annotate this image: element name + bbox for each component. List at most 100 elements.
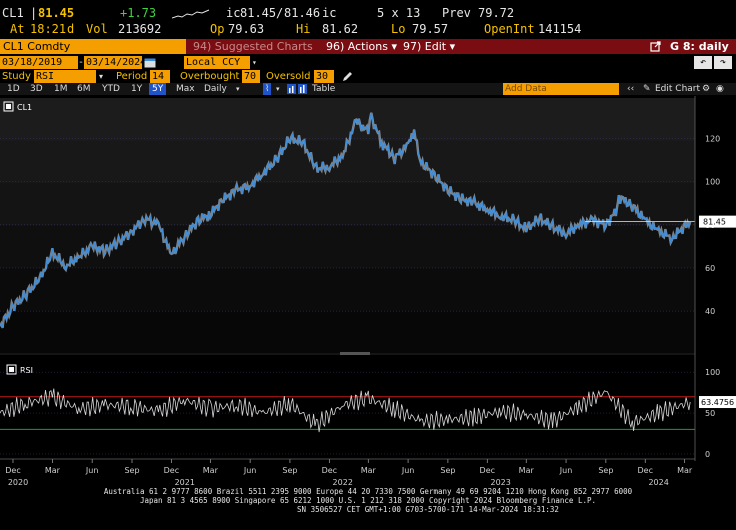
calendar-icon[interactable]	[144, 57, 156, 68]
currency-select[interactable]: Local CCY	[184, 56, 250, 69]
suggested-charts-button[interactable]: 94) Suggested Charts	[193, 40, 313, 53]
time-tick-label: Sep	[282, 466, 297, 475]
actions-menu[interactable]: 96) Actions ▾	[326, 39, 397, 54]
undo-button[interactable]: ↶	[694, 56, 712, 69]
prev-close: 79.72	[478, 6, 515, 20]
rsi-legend-box[interactable]	[6, 364, 17, 375]
rsi-legend-label: RSI	[20, 366, 33, 375]
info-icon[interactable]: ◉	[716, 84, 724, 94]
period-1d-button[interactable]: 1D	[7, 84, 20, 94]
frequency-select[interactable]: Daily	[204, 84, 227, 94]
study-row: Study RSI ▾ Period 14 Overbought 70 Over…	[0, 70, 736, 83]
price-legend-box[interactable]	[3, 101, 14, 112]
period-max-button[interactable]: Max	[176, 84, 195, 94]
period-6m-button[interactable]: 6M	[77, 84, 91, 94]
open-label: Op	[210, 22, 225, 36]
time-tick-label: Dec	[322, 466, 337, 475]
time-tick-label: Sep	[598, 466, 613, 475]
open-interest: 141154	[538, 22, 582, 36]
panel-resize-handle[interactable]	[340, 352, 370, 355]
period-ytd-button[interactable]: YTD	[102, 84, 120, 94]
add-data-input[interactable]: Add Data	[503, 83, 619, 95]
footer-session: SN 3506527 CET GMT+1:00 G703-5700-171 14…	[297, 505, 559, 514]
background-band	[0, 268, 695, 311]
overbought-input[interactable]: 70	[242, 70, 260, 83]
oversold-input[interactable]: 30	[314, 70, 334, 83]
command-bar: CL1 Comdty 94) Suggested Charts 96) Acti…	[0, 39, 736, 54]
ask-price: 81.46	[284, 6, 321, 20]
background-band	[0, 98, 695, 141]
period-1m-button[interactable]: 1M	[54, 84, 68, 94]
chart-number: G 8: daily	[670, 40, 729, 53]
last-value-tag-bg	[699, 215, 736, 228]
year-label: 2024	[648, 478, 668, 487]
redo-button[interactable]: ↷	[714, 56, 732, 69]
edit-chart-icon[interactable]: ✎	[643, 84, 651, 94]
time-tick-label: Jun	[243, 466, 257, 475]
study-select[interactable]: RSI	[34, 70, 96, 83]
low-price: 79.57	[412, 22, 449, 36]
rsi-axis: 0 50 100	[705, 368, 720, 459]
frequency-chevron-icon[interactable]: ▾	[236, 85, 240, 93]
actions-label: 96) Actions	[326, 40, 388, 53]
rsi-grid	[0, 371, 695, 455]
period-1y-button[interactable]: 1Y	[131, 84, 143, 94]
time-tick-label: Sep	[124, 466, 139, 475]
edit-chevron-icon: ▾	[449, 40, 456, 53]
start-date-input[interactable]: 03/18/2019	[0, 56, 78, 69]
price-legend-swatch	[6, 104, 11, 109]
separator: |	[30, 6, 38, 20]
pencil-icon[interactable]	[342, 71, 353, 82]
time-tick-label: Mar	[203, 466, 219, 475]
price-panel: CL1 406080100120 81.45	[0, 101, 736, 329]
bid-price: 81.45	[240, 6, 277, 20]
launch-icon[interactable]	[650, 41, 661, 56]
last-value-text: 81.45	[703, 218, 726, 227]
background-band	[0, 183, 695, 226]
time-tick-label: Dec	[164, 466, 179, 475]
open-price: 79.63	[228, 22, 265, 36]
price-tick-label: 40	[705, 307, 715, 316]
open-interest-label: OpenInt	[484, 22, 535, 36]
collapse-chevron-icon[interactable]: ‹‹	[627, 84, 635, 94]
oversold-label: Oversold	[266, 71, 311, 82]
end-date-input[interactable]: 03/14/2024	[84, 56, 147, 69]
chart-type-chevron-icon[interactable]: ▾	[276, 85, 280, 93]
year-label: 2022	[333, 478, 353, 487]
time-axis: Dec Mar Jun Sep Dec Mar Jun Sep Dec Mar Jun Sep Dec M…	[0, 458, 695, 487]
line-chart-icon[interactable]: ⌇	[263, 83, 272, 95]
table-button[interactable]: Table	[312, 84, 336, 94]
study-chevron-icon[interactable]: ▾	[99, 72, 104, 81]
security-field[interactable]: CL1 Comdty	[0, 39, 186, 54]
time-tick-label: Sep	[440, 466, 455, 475]
year-label: 2020	[8, 478, 28, 487]
year-label: 2021	[175, 478, 195, 487]
period-label: Period	[116, 71, 148, 82]
quote-line-1: CL1 | 81.45 +1.73 ic 81.45 / 81.46 ic 5 …	[0, 6, 736, 22]
time-tick-label: Jun	[559, 466, 573, 475]
currency-chevron-icon[interactable]: ▾	[252, 58, 257, 67]
period-3d-button[interactable]: 3D	[30, 84, 43, 94]
time-tick-label: Mar	[677, 466, 693, 475]
time-tick-label: Dec	[5, 466, 20, 475]
edit-menu[interactable]: 97) Edit ▾	[403, 39, 455, 54]
edit-chart-button[interactable]: Edit Chart	[655, 84, 701, 94]
date-separator: -	[78, 57, 85, 68]
price-tick-label: 120	[705, 134, 720, 143]
study-label: Study	[2, 71, 31, 82]
period-input[interactable]: 14	[150, 70, 170, 83]
bar-chart-icons[interactable]	[287, 84, 317, 94]
time-tick-label: Jun	[85, 466, 99, 475]
redo-icon: ↷	[719, 57, 727, 68]
time-tick-label: Dec	[637, 466, 652, 475]
settings-icon[interactable]: ⚙	[702, 84, 711, 94]
time-tick-label: Jun	[401, 466, 415, 475]
rsi-tick-label: 100	[705, 368, 720, 377]
rsi-series	[0, 388, 691, 433]
background-bands	[0, 98, 695, 353]
year-label: 2023	[491, 478, 511, 487]
rsi-tick-label: 50	[705, 409, 715, 418]
period-5y-button[interactable]: 5Y	[149, 83, 167, 95]
bid-ask-size: 5 x 13	[377, 6, 421, 20]
